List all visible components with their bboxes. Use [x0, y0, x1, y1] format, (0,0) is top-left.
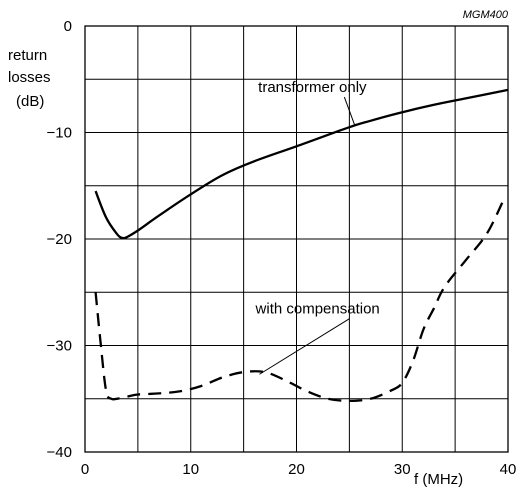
y-tick-label-1: −10 — [47, 125, 72, 142]
y-axis-label-line1: return — [8, 47, 47, 64]
annotation-label-0: transformer only — [258, 79, 367, 96]
y-axis-label-line2: losses — [8, 69, 51, 86]
x-tick-label-0: 0 — [81, 461, 89, 478]
figure-code: MGM400 — [463, 9, 509, 21]
series-line-0 — [94, 88, 509, 240]
x-tick-label-2: 20 — [288, 461, 305, 478]
plot-frame — [84, 25, 509, 453]
x-tick-label-4: 40 — [500, 461, 517, 478]
y-tick-label-0: 0 — [64, 18, 72, 35]
y-tick-label-4: −40 — [47, 444, 72, 461]
x-tick-label-1: 10 — [182, 461, 199, 478]
annotation-leader-1 — [259, 318, 350, 375]
annotation-leader-0 — [343, 96, 356, 126]
y-tick-label-2: −20 — [47, 231, 72, 248]
series-layer — [94, 88, 509, 403]
label-layer: MGM400 return losses (dB) f (MHz) 0 −10 −2… — [8, 9, 516, 488]
series-line-1 — [94, 201, 504, 403]
x-axis-label: f (MHz) — [414, 471, 463, 488]
y-tick-label-3: −30 — [47, 338, 72, 355]
x-tick-label-3: 30 — [394, 461, 411, 478]
y-axis-label-line3: (dB) — [16, 93, 44, 110]
grid-layer — [84, 25, 509, 453]
annotation-label-1: with compensation — [255, 301, 380, 318]
